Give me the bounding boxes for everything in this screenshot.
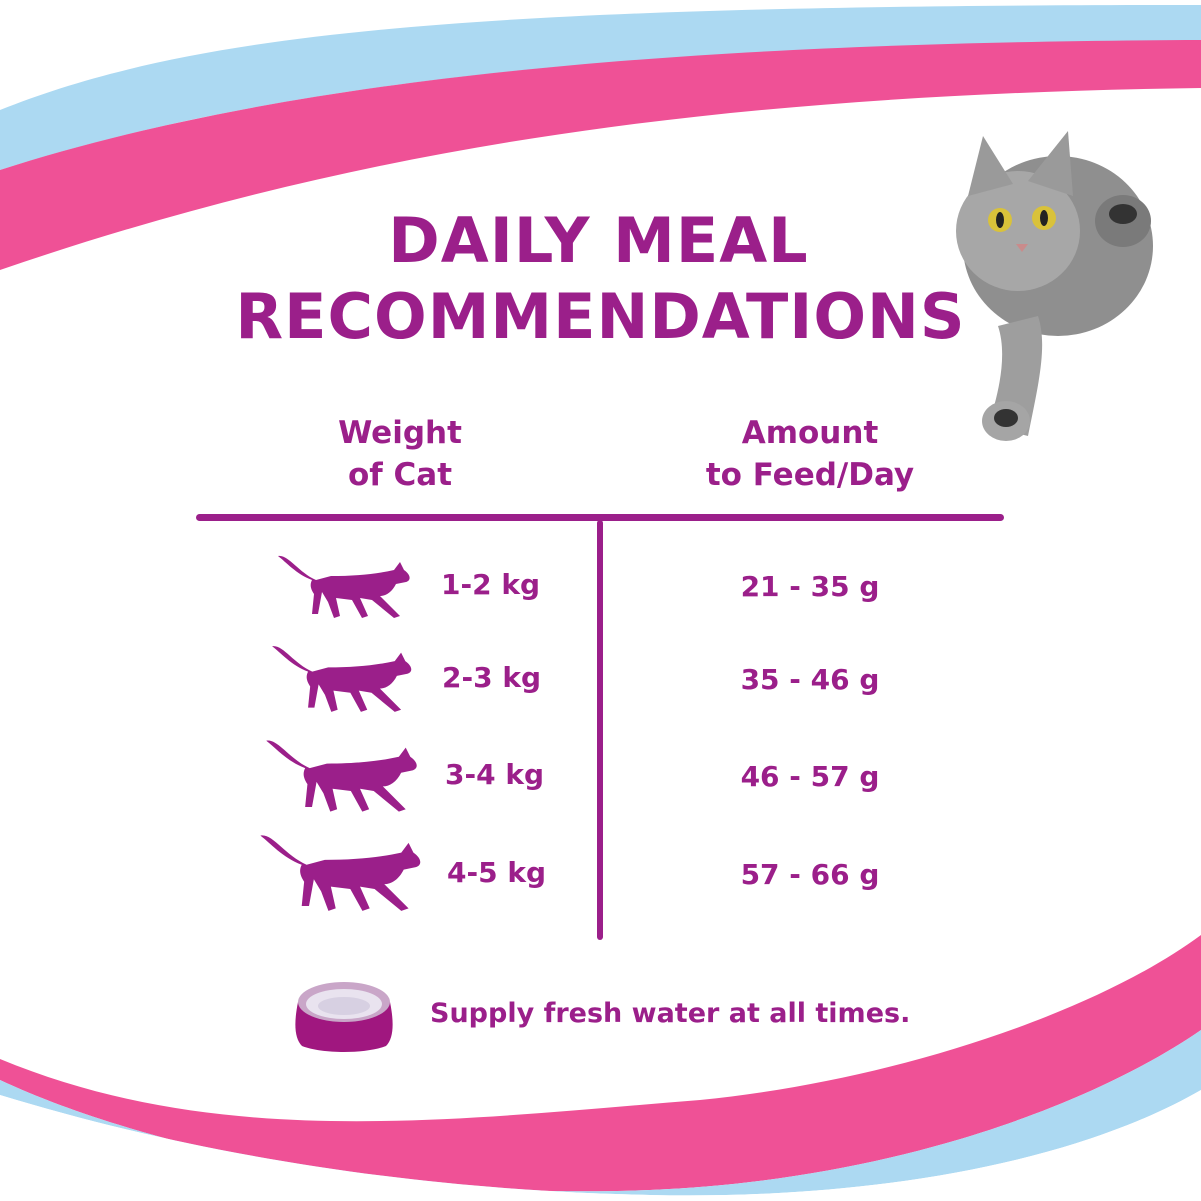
amount-value: 21 - 35 g: [740, 570, 880, 603]
weight-value: 1-2 kg: [441, 568, 540, 601]
column-header-weight-line1: Weight: [338, 415, 462, 451]
water-bowl-icon: [295, 982, 393, 1052]
table-vertical-divider: [597, 520, 603, 940]
page-title-line2: RECOMMENDATIONS: [235, 280, 966, 353]
page-title-line1: DAILY MEAL: [388, 204, 809, 277]
amount-value: 57 - 66 g: [740, 858, 880, 891]
cat-silhouette-icon: [266, 740, 417, 812]
water-note: Supply fresh water at all times.: [430, 998, 911, 1029]
column-header-amount-line2: to Feed/Day: [705, 457, 915, 493]
weight-value: 4-5 kg: [447, 856, 546, 889]
column-header-amount-line1: Amount: [741, 415, 879, 451]
amount-value: 35 - 46 g: [740, 663, 880, 696]
amount-value: 46 - 57 g: [740, 760, 880, 793]
column-header-amount: Amount to Feed/Day: [690, 412, 930, 496]
cat-photo: [956, 131, 1153, 441]
weight-value: 3-4 kg: [445, 758, 544, 791]
cat-silhouette-icon: [272, 646, 412, 712]
cat-silhouette-icon: [278, 555, 410, 618]
column-header-weight-line2: of Cat: [347, 457, 453, 493]
column-header-weight: Weight of Cat: [300, 412, 500, 496]
table-horizontal-divider: [196, 514, 1004, 521]
weight-value: 2-3 kg: [442, 661, 541, 694]
cat-silhouette-icon: [260, 835, 421, 911]
